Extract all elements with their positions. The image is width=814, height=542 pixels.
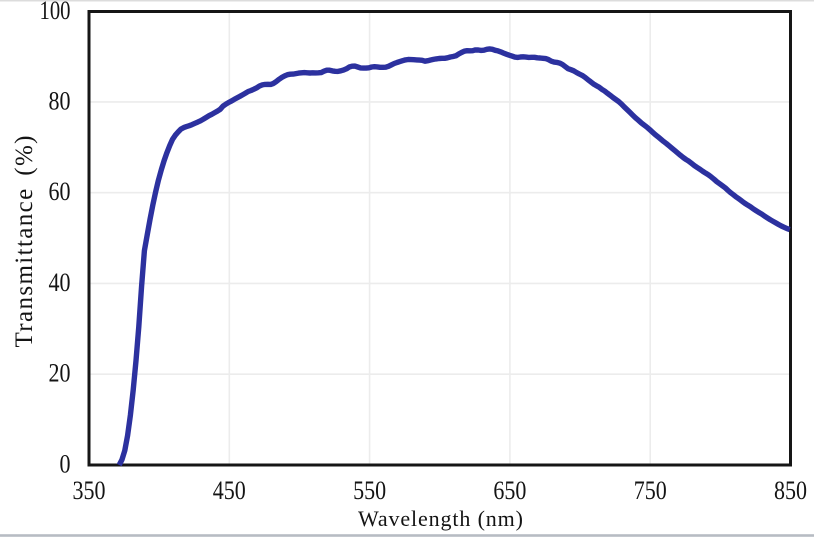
svg-text:Wavelength (nm): Wavelength (nm) [358, 506, 523, 531]
svg-text:350: 350 [73, 476, 106, 505]
svg-text:0: 0 [60, 450, 71, 479]
svg-text:40: 40 [49, 268, 71, 297]
svg-text:450: 450 [213, 476, 246, 505]
svg-text:850: 850 [774, 476, 807, 505]
svg-text:750: 750 [634, 476, 667, 505]
svg-text:Transmittance (%): Transmittance (%) [11, 136, 38, 348]
svg-text:650: 650 [493, 476, 526, 505]
svg-text:60: 60 [49, 177, 71, 206]
svg-text:100: 100 [40, 0, 71, 25]
svg-text:20: 20 [49, 359, 71, 388]
svg-text:550: 550 [353, 476, 386, 505]
svg-text:80: 80 [49, 86, 71, 115]
